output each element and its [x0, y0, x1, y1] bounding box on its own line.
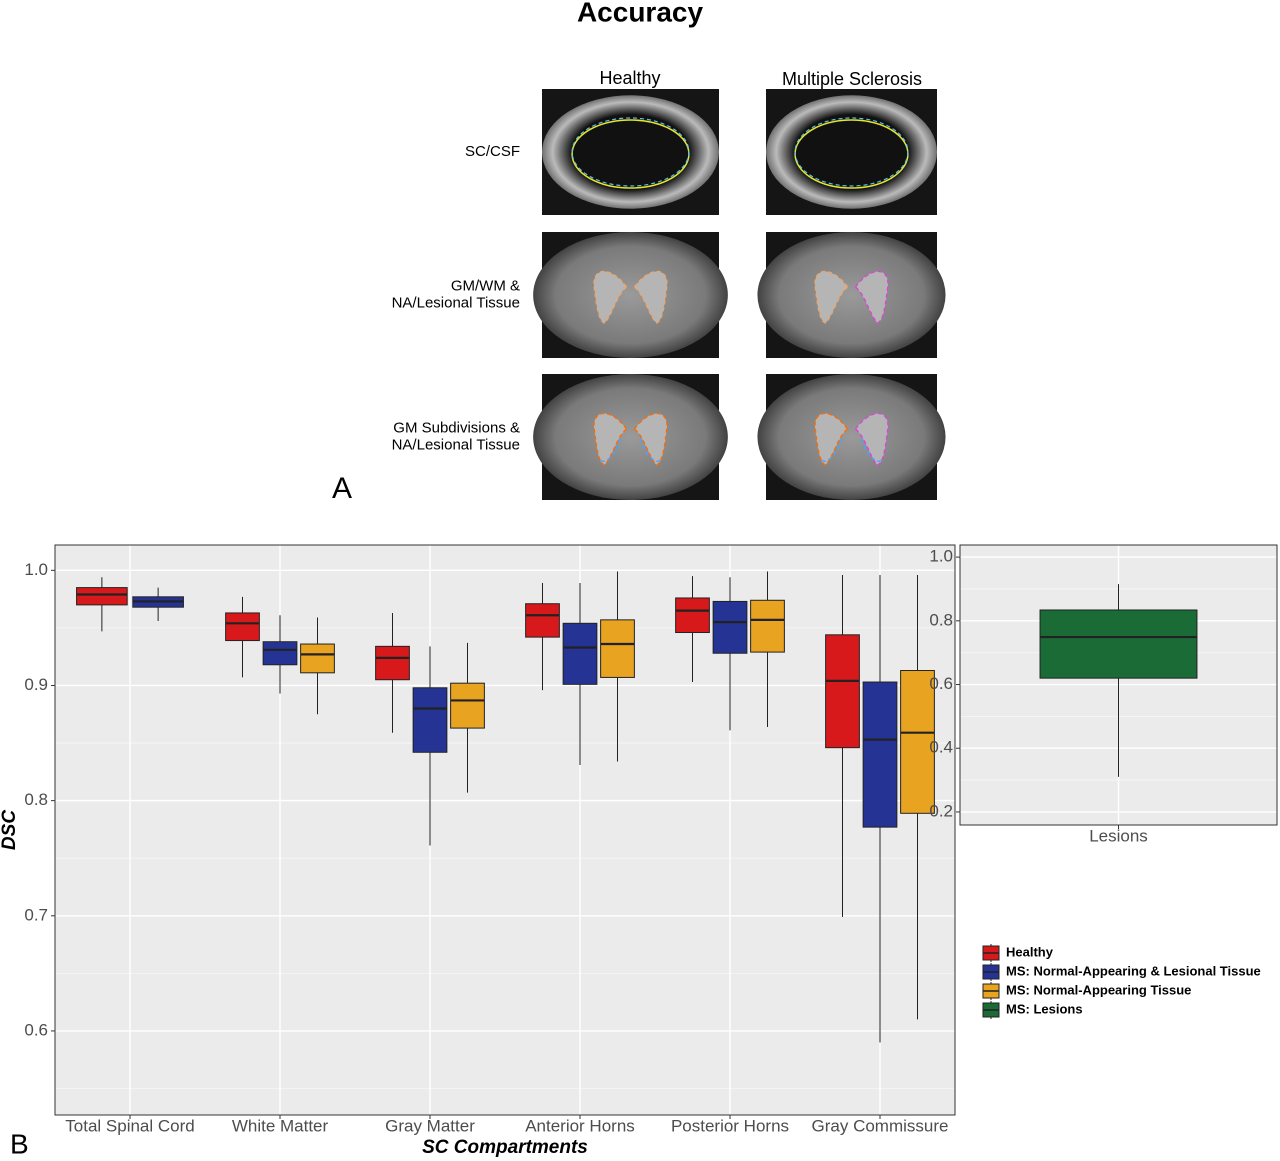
column-header: Healthy: [599, 68, 660, 88]
scan-cord: [533, 374, 728, 500]
x-tick-label: Total Spinal Cord: [65, 1116, 194, 1135]
plot-border: [959, 544, 1278, 826]
contour: [593, 412, 628, 466]
contour: [854, 412, 889, 466]
y-tick-label: 0.6: [929, 674, 953, 693]
gray-matter: [855, 413, 889, 465]
box: [750, 599, 785, 653]
scan-cord: [766, 95, 937, 209]
box: [562, 622, 598, 685]
x-tick-label: Gray Matter: [385, 1116, 475, 1135]
box: [412, 687, 448, 753]
panel-label: A: [332, 472, 352, 505]
row-label: GM/WM &: [451, 277, 520, 294]
contour: [820, 438, 843, 462]
x-tick-label: Anterior Horns: [525, 1116, 635, 1135]
contour: [633, 412, 668, 466]
contour: [854, 270, 889, 324]
gray-matter: [593, 413, 627, 465]
box: [450, 682, 485, 729]
scan-cord: [757, 232, 946, 358]
y-tick-label: 0.8: [24, 790, 48, 809]
box: [262, 641, 298, 666]
panel-label: B: [10, 1128, 29, 1159]
contour: [633, 270, 668, 324]
box: [825, 634, 860, 749]
column-header: Multiple Sclerosis: [782, 69, 922, 89]
x-tick-label: Gray Commissure: [812, 1116, 949, 1135]
legend-label: Healthy: [1006, 944, 1054, 959]
contour: [639, 438, 662, 462]
y-tick-label: 0.4: [929, 738, 953, 757]
x-tick-label: White Matter: [232, 1116, 329, 1135]
box: [300, 643, 335, 674]
box: [900, 670, 935, 814]
row-label: NA/Lesional Tissue: [392, 294, 520, 311]
contour: [814, 412, 849, 466]
y-tick-label: 1.0: [24, 560, 48, 579]
box: [225, 612, 260, 642]
y-tick-label: 0.8: [929, 610, 953, 629]
box: [675, 597, 710, 634]
x-tick-label: Posterior Horns: [671, 1116, 789, 1135]
gray-matter: [593, 271, 627, 323]
x-axis-label: SC Compartments: [422, 1137, 588, 1158]
row-label: SC/CSF: [465, 143, 520, 160]
contour: [571, 117, 690, 187]
box: [525, 603, 560, 638]
gray-matter: [855, 271, 889, 323]
gray-matter: [814, 271, 848, 323]
y-tick-label: 1.0: [929, 547, 953, 566]
contour: [599, 438, 622, 462]
scan-cord: [542, 95, 719, 209]
plot-background: [55, 545, 955, 1115]
box: [1039, 609, 1198, 679]
gray-matter: [634, 413, 668, 465]
scan-cord: [757, 374, 946, 500]
x-tick-label: Lesions: [1089, 826, 1148, 845]
legend-label: MS: Normal-Appearing & Lesional Tissue: [1006, 963, 1261, 978]
y-axis-label: DSC: [0, 810, 20, 850]
box: [862, 681, 898, 828]
contour: [860, 438, 883, 462]
legend-label: MS: Lesions: [1006, 1001, 1083, 1016]
row-label: NA/Lesional Tissue: [392, 436, 520, 453]
y-tick-label: 0.2: [929, 801, 953, 820]
box: [375, 645, 410, 681]
legend-label: MS: Normal-Appearing Tissue: [1006, 982, 1191, 997]
contour: [814, 270, 849, 324]
row-label: GM Subdivisions &: [393, 419, 520, 436]
box: [76, 587, 128, 606]
y-tick-label: 0.9: [24, 675, 48, 694]
box: [712, 600, 748, 654]
gray-matter: [634, 271, 668, 323]
box: [600, 619, 635, 678]
figure-title: Accuracy: [577, 0, 704, 27]
y-tick-label: 0.6: [24, 1020, 48, 1039]
contour: [593, 270, 628, 324]
y-tick-label: 0.7: [24, 905, 48, 924]
contour: [794, 117, 909, 187]
gray-matter: [814, 413, 848, 465]
scan-cord: [533, 232, 728, 358]
scan-images: [533, 89, 946, 500]
plot-border: [54, 544, 956, 1116]
